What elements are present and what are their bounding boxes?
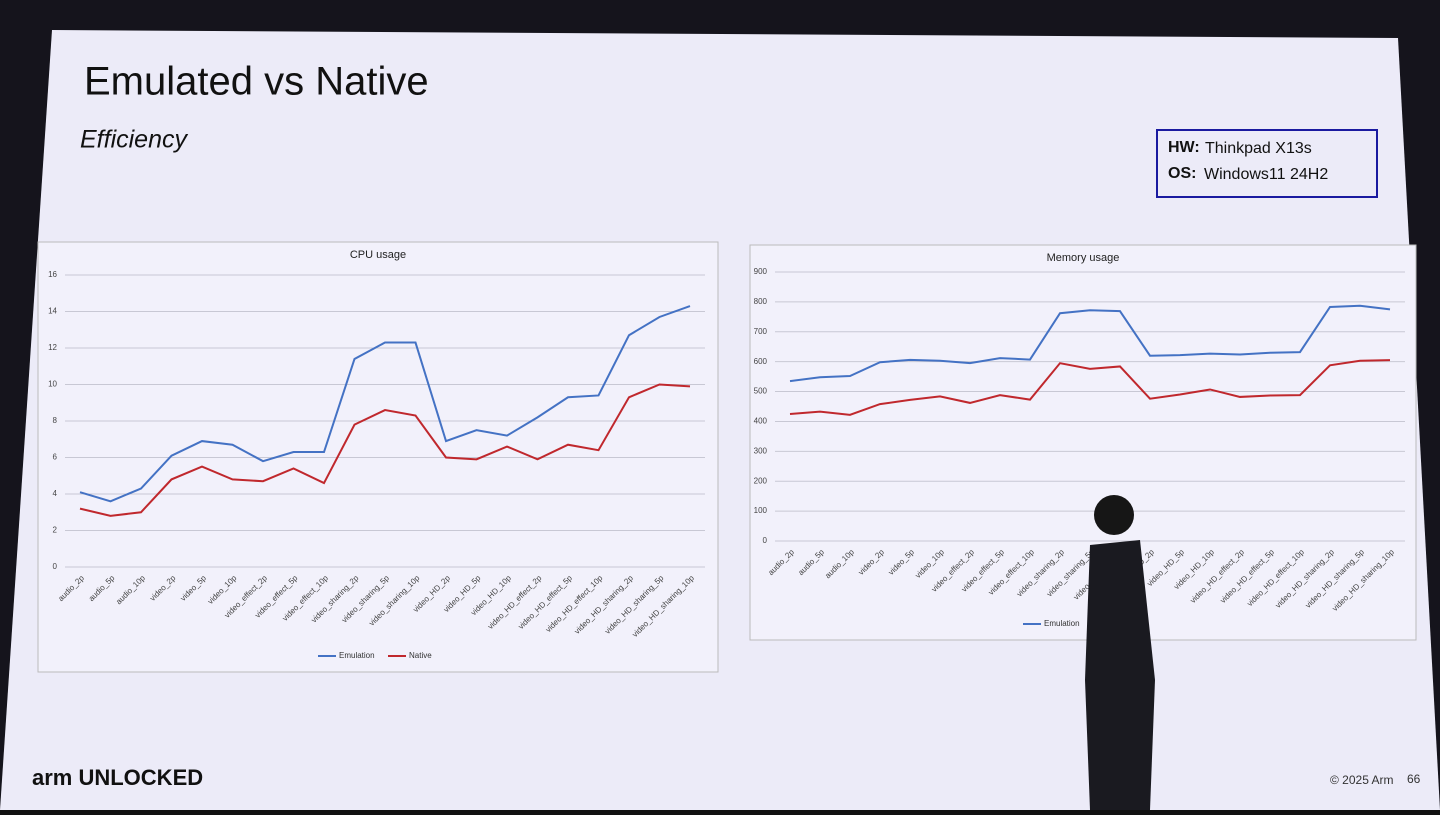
y-tick-label: 4: [53, 489, 58, 498]
legend-label: Emulation: [1044, 619, 1080, 628]
y-tick-label: 100: [754, 506, 768, 515]
slide-subtitle: Efficiency: [80, 126, 188, 154]
series-line: [789, 304, 1391, 383]
spec-box: [1156, 129, 1378, 198]
y-tick-label: 400: [754, 417, 768, 426]
y-tick-label: 800: [754, 297, 768, 306]
speaker: [1085, 495, 1155, 810]
y-tick-label: 500: [754, 387, 768, 396]
y-tick-label: 0: [53, 562, 58, 571]
chart-title: Memory usage: [1047, 252, 1120, 264]
copyright: © 2025 Arm: [1330, 773, 1394, 787]
hw-value: Thinkpad X13s: [1205, 140, 1312, 157]
y-tick-label: 6: [53, 453, 58, 462]
y-tick-label: 8: [53, 416, 58, 425]
series-line: [79, 305, 691, 503]
y-tick-label: 700: [754, 327, 768, 336]
hw-label: HW:: [1168, 139, 1200, 156]
os-value: Windows11 24H2: [1204, 166, 1328, 183]
legend-label: Native: [409, 651, 432, 660]
chart-panel: [749, 244, 1417, 641]
page-number: 66: [1407, 772, 1421, 786]
y-tick-label: 12: [48, 343, 57, 352]
y-tick-label: 300: [754, 446, 768, 455]
chart-title: CPU usage: [350, 249, 406, 261]
y-tick-label: 16: [48, 270, 57, 279]
y-tick-label: 10: [48, 380, 57, 389]
y-tick-label: 0: [763, 536, 768, 545]
slide-title: Emulated vs Native: [84, 60, 429, 104]
series-line: [789, 359, 1391, 416]
series-line: [79, 383, 691, 517]
os-label: OS:: [1168, 165, 1196, 182]
y-tick-label: 600: [754, 357, 768, 366]
y-tick-label: 900: [754, 267, 768, 276]
legend-label: Emulation: [339, 651, 375, 660]
brand: arm UNLOCKED: [32, 765, 203, 790]
y-tick-label: 14: [48, 307, 57, 316]
y-tick-label: 2: [53, 526, 58, 535]
y-tick-label: 200: [754, 476, 768, 485]
